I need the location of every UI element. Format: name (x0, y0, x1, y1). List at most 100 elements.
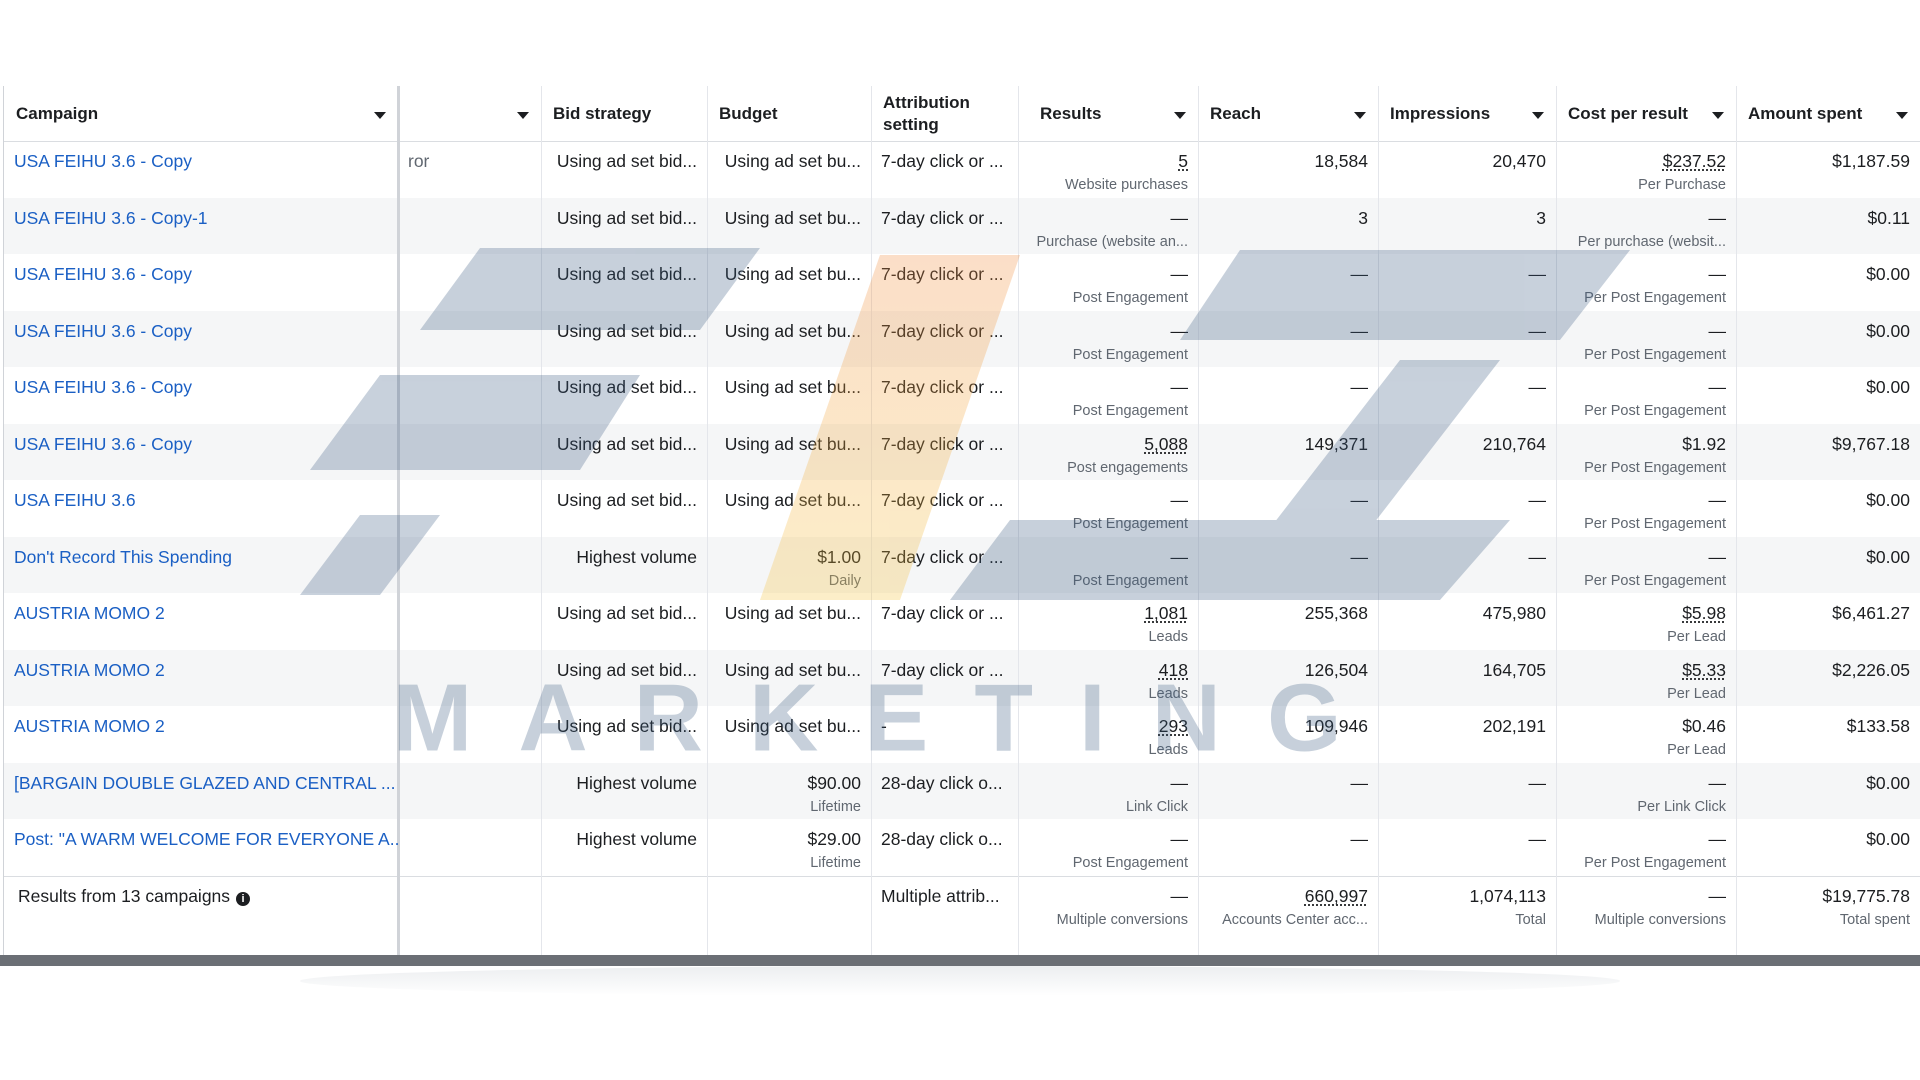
cell[interactable]: AUSTRIA MOMO 2 (4, 706, 398, 763)
column-header[interactable]: Amount spent (1736, 86, 1920, 141)
cell: — Per Post Engagement (1556, 367, 1736, 424)
cell-label: Multiple conversions (1594, 911, 1726, 928)
cell-text: 7-day click or ... (881, 377, 1004, 397)
cell-text[interactable]: AUSTRIA MOMO 2 (14, 716, 165, 736)
cell-label: Per Lead (1667, 629, 1726, 645)
column-header[interactable]: Bid strategy (541, 86, 707, 141)
cell-text: 18,584 (1314, 151, 1368, 171)
cell (398, 650, 541, 707)
cell-label: Leads (1148, 742, 1188, 758)
cell-text[interactable]: USA FEIHU 3.6 - Copy (14, 433, 192, 454)
column-header[interactable]: Campaign (4, 86, 398, 141)
cell-text: Using ad set bid... (556, 490, 697, 510)
sort-arrow[interactable] (1174, 112, 1186, 119)
cell: 7-day click or ... (871, 367, 1018, 424)
cell-text: $0.00 (1866, 772, 1910, 793)
cell[interactable]: USA FEIHU 3.6 - Copy (4, 141, 398, 198)
cell-text: Using ad set bu... (724, 716, 861, 736)
cell: $90.00 Lifetime (707, 763, 871, 820)
cell-text[interactable]: USA FEIHU 3.6 - Copy (14, 320, 192, 341)
cell: — (1378, 537, 1556, 594)
cell-value: $1.92 (1682, 433, 1726, 454)
cell-text: 7-day click or ... (881, 659, 1004, 680)
cell-text[interactable]: USA FEIHU 3.6 - Copy (14, 151, 192, 171)
cell-text: Multiple attrib... (881, 885, 1000, 906)
cell-value: — (1170, 377, 1189, 397)
cell (398, 763, 541, 820)
cell[interactable]: Don't Record This Spending (4, 537, 398, 594)
cell: 3 (1198, 198, 1378, 255)
cell-text[interactable]: [BARGAIN DOUBLE GLAZED AND CENTRAL ... (14, 772, 396, 793)
cell: Using ad set bid... (541, 593, 707, 650)
cell[interactable]: USA FEIHU 3.6 - Copy (4, 311, 398, 368)
cell-text[interactable]: USA FEIHU 3.6 (14, 490, 136, 510)
cell-text[interactable]: AUSTRIA MOMO 2 (14, 659, 165, 680)
cell-text: Using ad set bu... (724, 151, 861, 171)
cell[interactable]: [BARGAIN DOUBLE GLAZED AND CENTRAL ... (4, 763, 398, 820)
cell: $0.00 (1736, 537, 1920, 594)
cell: — (1378, 254, 1556, 311)
cell[interactable]: AUSTRIA MOMO 2 (4, 650, 398, 707)
sort-arrow[interactable] (1896, 112, 1908, 119)
cell-text: — (1350, 772, 1369, 793)
sort-arrow[interactable] (374, 112, 386, 119)
cell: 7-day click or ... (871, 537, 1018, 594)
cell-text[interactable]: USA FEIHU 3.6 - Copy (14, 264, 192, 284)
column-header[interactable]: Budget (707, 86, 871, 141)
cell: $133.58 (1736, 706, 1920, 763)
sort-arrow[interactable] (1354, 112, 1366, 119)
cell-text[interactable]: USA FEIHU 3.6 - Copy (14, 377, 192, 397)
cell-text[interactable]: Don't Record This Spending (14, 546, 233, 567)
cell-text: 7-day click or ... (881, 264, 1004, 284)
scrollbar (0, 955, 1920, 966)
cell[interactable]: Post: "A WARM WELCOME FOR EVERYONE A... (4, 819, 398, 876)
sort-arrow[interactable] (1532, 112, 1544, 119)
cell (398, 819, 541, 876)
cell-text: $9,767.18 (1832, 433, 1910, 454)
cell-label: Leads (1148, 685, 1188, 702)
cell: 7-day click or ... (871, 254, 1018, 311)
cell-text: 28-day click o... (881, 829, 1003, 849)
cell-text: $133.58 (1846, 716, 1910, 736)
cell-text: — (1350, 377, 1369, 397)
column-header[interactable]: Reach (1198, 86, 1378, 141)
cell: Using ad set bid... (541, 706, 707, 763)
cell-text[interactable]: AUSTRIA MOMO 2 (14, 603, 165, 623)
cell[interactable]: USA FEIHU 3.6 - Copy (4, 254, 398, 311)
cell-text: $0.00 (1866, 264, 1910, 284)
cell-label: Per Post Engagement (1584, 403, 1726, 419)
cell-text[interactable]: Post: "A WARM WELCOME FOR EVERYONE A... (14, 829, 398, 849)
column-header[interactable]: Impressions (1378, 86, 1556, 141)
cell-text[interactable]: USA FEIHU 3.6 - Copy-1 (14, 207, 208, 228)
column-header[interactable]: Cost per result (1556, 86, 1736, 141)
cell: 3 (1378, 198, 1556, 255)
cell-value: $5.98 (1682, 603, 1726, 623)
cell[interactable]: USA FEIHU 3.6 - Copy (4, 367, 398, 424)
sort-arrow[interactable] (1712, 112, 1724, 119)
cell-label: Per Purchase (1638, 177, 1726, 193)
column-header[interactable]: Results (1018, 86, 1198, 141)
cell-text: 7-day click or ... (881, 320, 1004, 341)
cell (398, 876, 541, 956)
cell-text: — (1350, 546, 1369, 567)
cell-text: 164,705 (1482, 659, 1546, 680)
cell-label: Per Lead (1667, 742, 1726, 758)
cell-text: Using ad set bu... (724, 264, 861, 284)
info-icon[interactable]: i (236, 891, 251, 906)
cell[interactable]: USA FEIHU 3.6 - Copy-1 (4, 198, 398, 255)
sort-arrow[interactable] (517, 112, 529, 119)
cell[interactable]: USA FEIHU 3.6 (4, 480, 398, 537)
column-header[interactable]: Attribution setting (871, 86, 1018, 141)
cell-text: Using ad set bid... (556, 603, 697, 623)
cell: $0.00 (1736, 480, 1920, 537)
column-divider (1556, 86, 1557, 955)
cell: — Post Engagement (1018, 480, 1198, 537)
cell[interactable]: AUSTRIA MOMO 2 (4, 593, 398, 650)
cell[interactable]: USA FEIHU 3.6 - Copy (4, 424, 398, 481)
cell: — (1378, 819, 1556, 876)
cell-value: — (1708, 829, 1727, 849)
cell-text: Using ad set bid... (556, 716, 697, 736)
cell: — (1198, 311, 1378, 368)
row-bg (4, 762, 1920, 819)
cell: 28-day click o... (871, 819, 1018, 876)
